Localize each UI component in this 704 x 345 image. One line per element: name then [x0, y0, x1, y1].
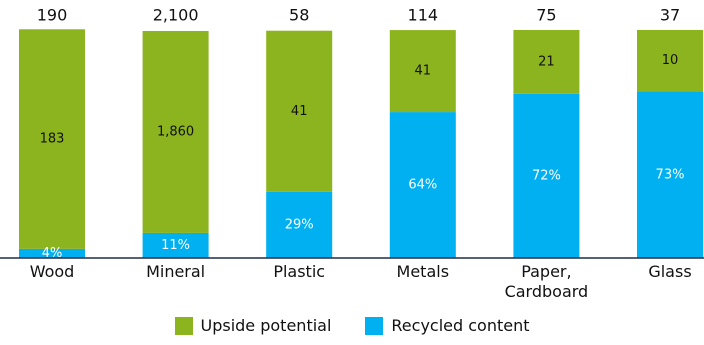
x-tick-label: Wood [29, 262, 75, 281]
legend-swatch [174, 316, 193, 335]
x-tick-label: Paper, Cardboard [504, 262, 589, 301]
data-label: 41 [291, 104, 308, 119]
bar-segment [266, 191, 333, 258]
total-label: 58 [289, 6, 309, 25]
data-label: 72% [532, 168, 561, 183]
total-label: 2,100 [153, 6, 199, 25]
bar-segment [19, 29, 85, 249]
data-label: 64% [408, 178, 437, 193]
bar-segment [142, 232, 209, 258]
x-tick-label: Metals [396, 262, 450, 281]
data-label: 73% [656, 167, 685, 182]
data-label: 29% [285, 217, 314, 232]
x-tick-label: Plastic [273, 262, 326, 281]
data-label: 1,860 [157, 124, 194, 139]
legend-label: Upside potential [200, 316, 332, 335]
total-label: 114 [408, 6, 439, 25]
x-tick-label: Glass [648, 262, 692, 281]
data-label: 41 [415, 64, 432, 79]
data-label: 183 [40, 132, 65, 147]
legend-label: Recycled content [391, 316, 530, 335]
bar-segment [142, 30, 209, 233]
legend-swatch [365, 316, 384, 335]
legend-item: Upside potential [174, 316, 332, 335]
total-label: 75 [536, 6, 556, 25]
x-tick-label: Mineral [146, 262, 206, 281]
data-label: 10 [662, 53, 679, 68]
bar-segment [637, 29, 703, 92]
bar-segment [513, 30, 580, 94]
bar-segment [19, 248, 85, 258]
bar-segment [637, 91, 703, 258]
bar-segment [389, 30, 456, 113]
bar-segment [389, 112, 456, 258]
bar-segment [513, 93, 580, 258]
legend-item: Recycled content [365, 316, 530, 335]
data-label: 21 [538, 54, 555, 69]
total-label: 190 [37, 6, 68, 25]
bar-segment [266, 30, 333, 192]
data-label: 4% [42, 246, 63, 261]
legend: Upside potential Recycled content [0, 316, 704, 335]
data-label: 11% [161, 238, 190, 253]
total-label: 37 [660, 6, 680, 25]
